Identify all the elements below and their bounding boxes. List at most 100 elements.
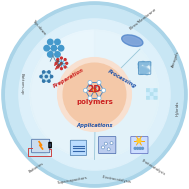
Circle shape xyxy=(142,69,145,72)
Circle shape xyxy=(55,62,57,64)
Circle shape xyxy=(51,46,57,51)
Circle shape xyxy=(138,63,140,66)
FancyBboxPatch shape xyxy=(154,88,157,92)
Circle shape xyxy=(145,69,147,71)
Circle shape xyxy=(140,72,142,74)
FancyBboxPatch shape xyxy=(154,96,157,99)
Wedge shape xyxy=(30,30,159,159)
Circle shape xyxy=(103,89,105,91)
Circle shape xyxy=(145,63,147,65)
Circle shape xyxy=(88,81,92,84)
Circle shape xyxy=(64,66,66,68)
Circle shape xyxy=(104,142,107,145)
FancyBboxPatch shape xyxy=(70,140,87,156)
Circle shape xyxy=(144,64,146,66)
Circle shape xyxy=(148,70,149,72)
Circle shape xyxy=(144,70,147,73)
Circle shape xyxy=(139,147,141,149)
Circle shape xyxy=(141,67,144,69)
FancyBboxPatch shape xyxy=(154,92,157,96)
Circle shape xyxy=(45,75,47,78)
Polygon shape xyxy=(41,72,52,81)
Text: Photocatalysis: Photocatalysis xyxy=(140,158,166,176)
Circle shape xyxy=(57,66,59,68)
FancyBboxPatch shape xyxy=(146,96,150,99)
Circle shape xyxy=(107,148,110,151)
Circle shape xyxy=(145,63,146,64)
Wedge shape xyxy=(49,30,140,94)
Circle shape xyxy=(139,64,142,67)
Text: Applications: Applications xyxy=(76,123,113,128)
Circle shape xyxy=(148,61,151,64)
Circle shape xyxy=(144,68,145,69)
Circle shape xyxy=(55,52,60,57)
Circle shape xyxy=(141,67,144,69)
Circle shape xyxy=(142,71,144,74)
Text: Electrocatalysis: Electrocatalysis xyxy=(101,175,131,184)
Circle shape xyxy=(137,139,141,143)
Circle shape xyxy=(57,61,58,62)
Circle shape xyxy=(138,67,140,69)
Circle shape xyxy=(84,89,86,91)
Circle shape xyxy=(140,63,142,65)
Circle shape xyxy=(98,81,100,83)
Circle shape xyxy=(43,71,45,73)
Circle shape xyxy=(98,97,100,99)
Circle shape xyxy=(60,57,62,59)
Circle shape xyxy=(141,71,144,74)
Circle shape xyxy=(138,63,141,65)
Circle shape xyxy=(144,66,145,68)
Text: polymers: polymers xyxy=(76,99,113,105)
Circle shape xyxy=(141,69,144,71)
FancyBboxPatch shape xyxy=(32,139,50,153)
Circle shape xyxy=(58,64,59,66)
Circle shape xyxy=(142,147,143,149)
FancyBboxPatch shape xyxy=(131,136,148,154)
Circle shape xyxy=(141,67,143,69)
Circle shape xyxy=(145,71,146,72)
Circle shape xyxy=(145,63,147,65)
Circle shape xyxy=(50,75,53,78)
Circle shape xyxy=(93,88,96,92)
Text: Processing: Processing xyxy=(107,68,137,89)
Text: Films/Membrane: Films/Membrane xyxy=(128,7,157,31)
FancyBboxPatch shape xyxy=(99,136,116,154)
FancyBboxPatch shape xyxy=(146,88,150,92)
Circle shape xyxy=(141,72,142,74)
Circle shape xyxy=(140,70,141,71)
Ellipse shape xyxy=(63,63,126,126)
Text: Top-down: Top-down xyxy=(31,19,46,36)
Circle shape xyxy=(97,97,101,100)
Circle shape xyxy=(140,64,141,65)
Circle shape xyxy=(149,70,150,72)
Circle shape xyxy=(60,68,62,70)
Circle shape xyxy=(142,69,144,72)
Text: Hybrids: Hybrids xyxy=(176,101,180,116)
Text: Supercapacitors: Supercapacitors xyxy=(57,176,88,185)
Circle shape xyxy=(2,2,187,187)
Ellipse shape xyxy=(123,36,142,45)
Text: 2D: 2D xyxy=(88,85,101,94)
Circle shape xyxy=(147,63,149,64)
Circle shape xyxy=(139,62,142,64)
Circle shape xyxy=(138,66,141,68)
Circle shape xyxy=(142,61,145,64)
Text: Batteries: Batteries xyxy=(29,161,45,174)
FancyBboxPatch shape xyxy=(49,143,51,148)
Circle shape xyxy=(89,97,91,99)
Circle shape xyxy=(64,59,66,60)
Circle shape xyxy=(143,69,145,72)
Circle shape xyxy=(19,19,170,170)
Circle shape xyxy=(143,71,145,73)
Circle shape xyxy=(6,6,183,183)
Circle shape xyxy=(43,80,45,82)
Circle shape xyxy=(58,46,64,51)
Circle shape xyxy=(48,52,53,57)
Circle shape xyxy=(148,69,149,71)
Text: Preparation: Preparation xyxy=(53,67,85,89)
Circle shape xyxy=(139,68,142,71)
Circle shape xyxy=(145,71,146,73)
Circle shape xyxy=(102,89,105,92)
Circle shape xyxy=(134,147,136,149)
Circle shape xyxy=(141,72,143,74)
